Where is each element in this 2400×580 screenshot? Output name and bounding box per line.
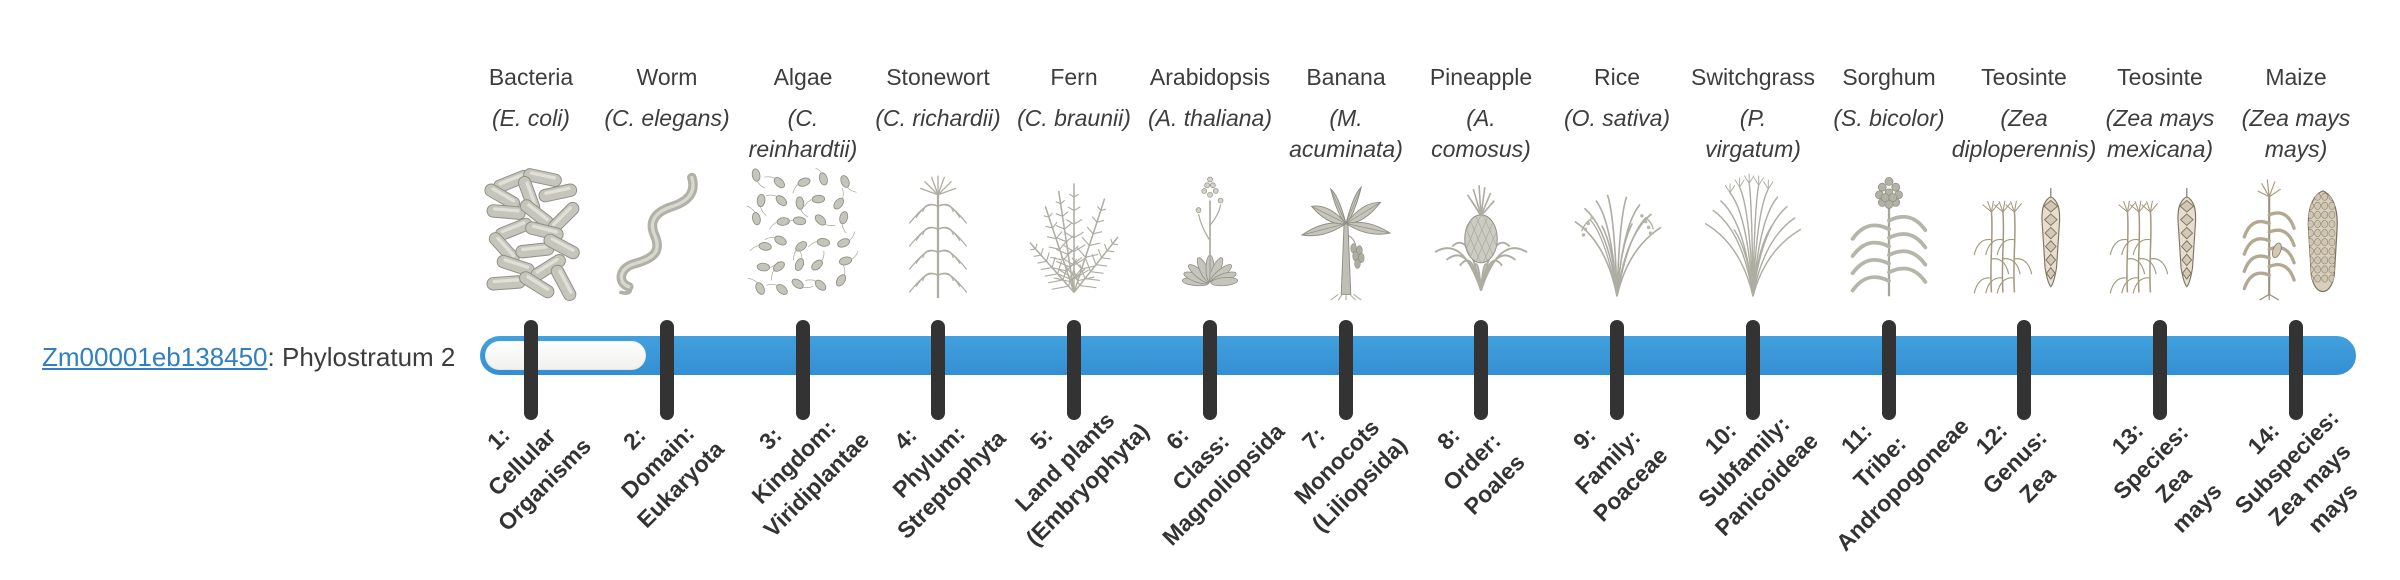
species-name: (C. richardii) [875,105,1001,131]
organism-name: Bacteria [488,64,574,90]
timeline-tick [1067,320,1081,420]
species-name: (Zea mays mexicana) [2105,105,2215,162]
switchgrass-icon [1693,166,1813,302]
phylostratum-unfilled-track [485,341,646,370]
timeline-tick [524,320,538,420]
phylostratum-text: : Phylostratum 2 [267,342,456,372]
species-name: (E. coli) [492,105,570,131]
phylostratum-bar [480,336,2356,375]
timeline-tick [931,320,945,420]
organism-name: Teosinte [1981,64,2067,90]
organism-name: Maize [2265,64,2327,90]
species-name: (C. elegans) [604,105,730,131]
timeline-tick [1610,320,1624,420]
organism-name: Banana [1306,64,1386,90]
organism-name: Arabidopsis [1149,64,1271,90]
species-name: (Zea mays mays) [2241,105,2351,162]
timeline-tick [1882,320,1896,420]
organism-name: Teosinte [2117,64,2203,90]
species-name: (P. virgatum) [1705,105,1801,162]
algae-icon [743,166,863,302]
timeline-tick [2153,320,2167,420]
species-name: (A. thaliana) [1147,105,1272,131]
teosinte-icon [1964,166,2084,302]
organism-name: Fern [1050,64,1098,90]
arabidopsis-icon [1150,166,1270,302]
organism-name: Algae [773,64,833,90]
bacteria-icon [471,166,591,302]
organism-name: Switchgrass [1691,64,1815,90]
species-name: (C. braunii) [1017,105,1131,131]
maize-icon [2236,166,2356,302]
stonewort-icon [878,166,998,302]
organism-name: Sorghum [1842,64,1936,90]
species-name: (M. acuminata) [1289,105,1403,162]
species-name: (C. reinhardtii) [748,105,858,162]
fern-icon [1014,166,1134,302]
teosinte-icon [2100,166,2220,302]
species-name: (S. bicolor) [1833,105,1945,131]
gene-id-link[interactable]: Zm00001eb138450 [42,342,268,372]
organism-name: Stonewort [886,64,990,90]
timeline-tick [796,320,810,420]
banana-icon [1286,166,1406,302]
gene-label: Zm00001eb138450: Phylostratum 2 [42,342,455,373]
species-name: (Zea diploperennis) [1951,105,2097,162]
timeline-tick [660,320,674,420]
timeline-tick [1339,320,1353,420]
organism-name: Rice [1593,64,1640,90]
timeline-tick [1203,320,1217,420]
organism-name: Pineapple [1429,64,1533,90]
organism-name: Worm [636,64,698,90]
timeline-tick [2017,320,2031,420]
pineapple-icon [1421,166,1541,302]
timeline-tick [1746,320,1760,420]
species-name: (O. sativa) [1563,105,1671,131]
worm-icon [607,166,727,302]
sorghum-icon [1829,166,1949,302]
rice-icon [1557,166,1677,302]
timeline-tick [2289,320,2303,420]
timeline-tick [1474,320,1488,420]
species-name: (A. comosus) [1431,105,1531,162]
